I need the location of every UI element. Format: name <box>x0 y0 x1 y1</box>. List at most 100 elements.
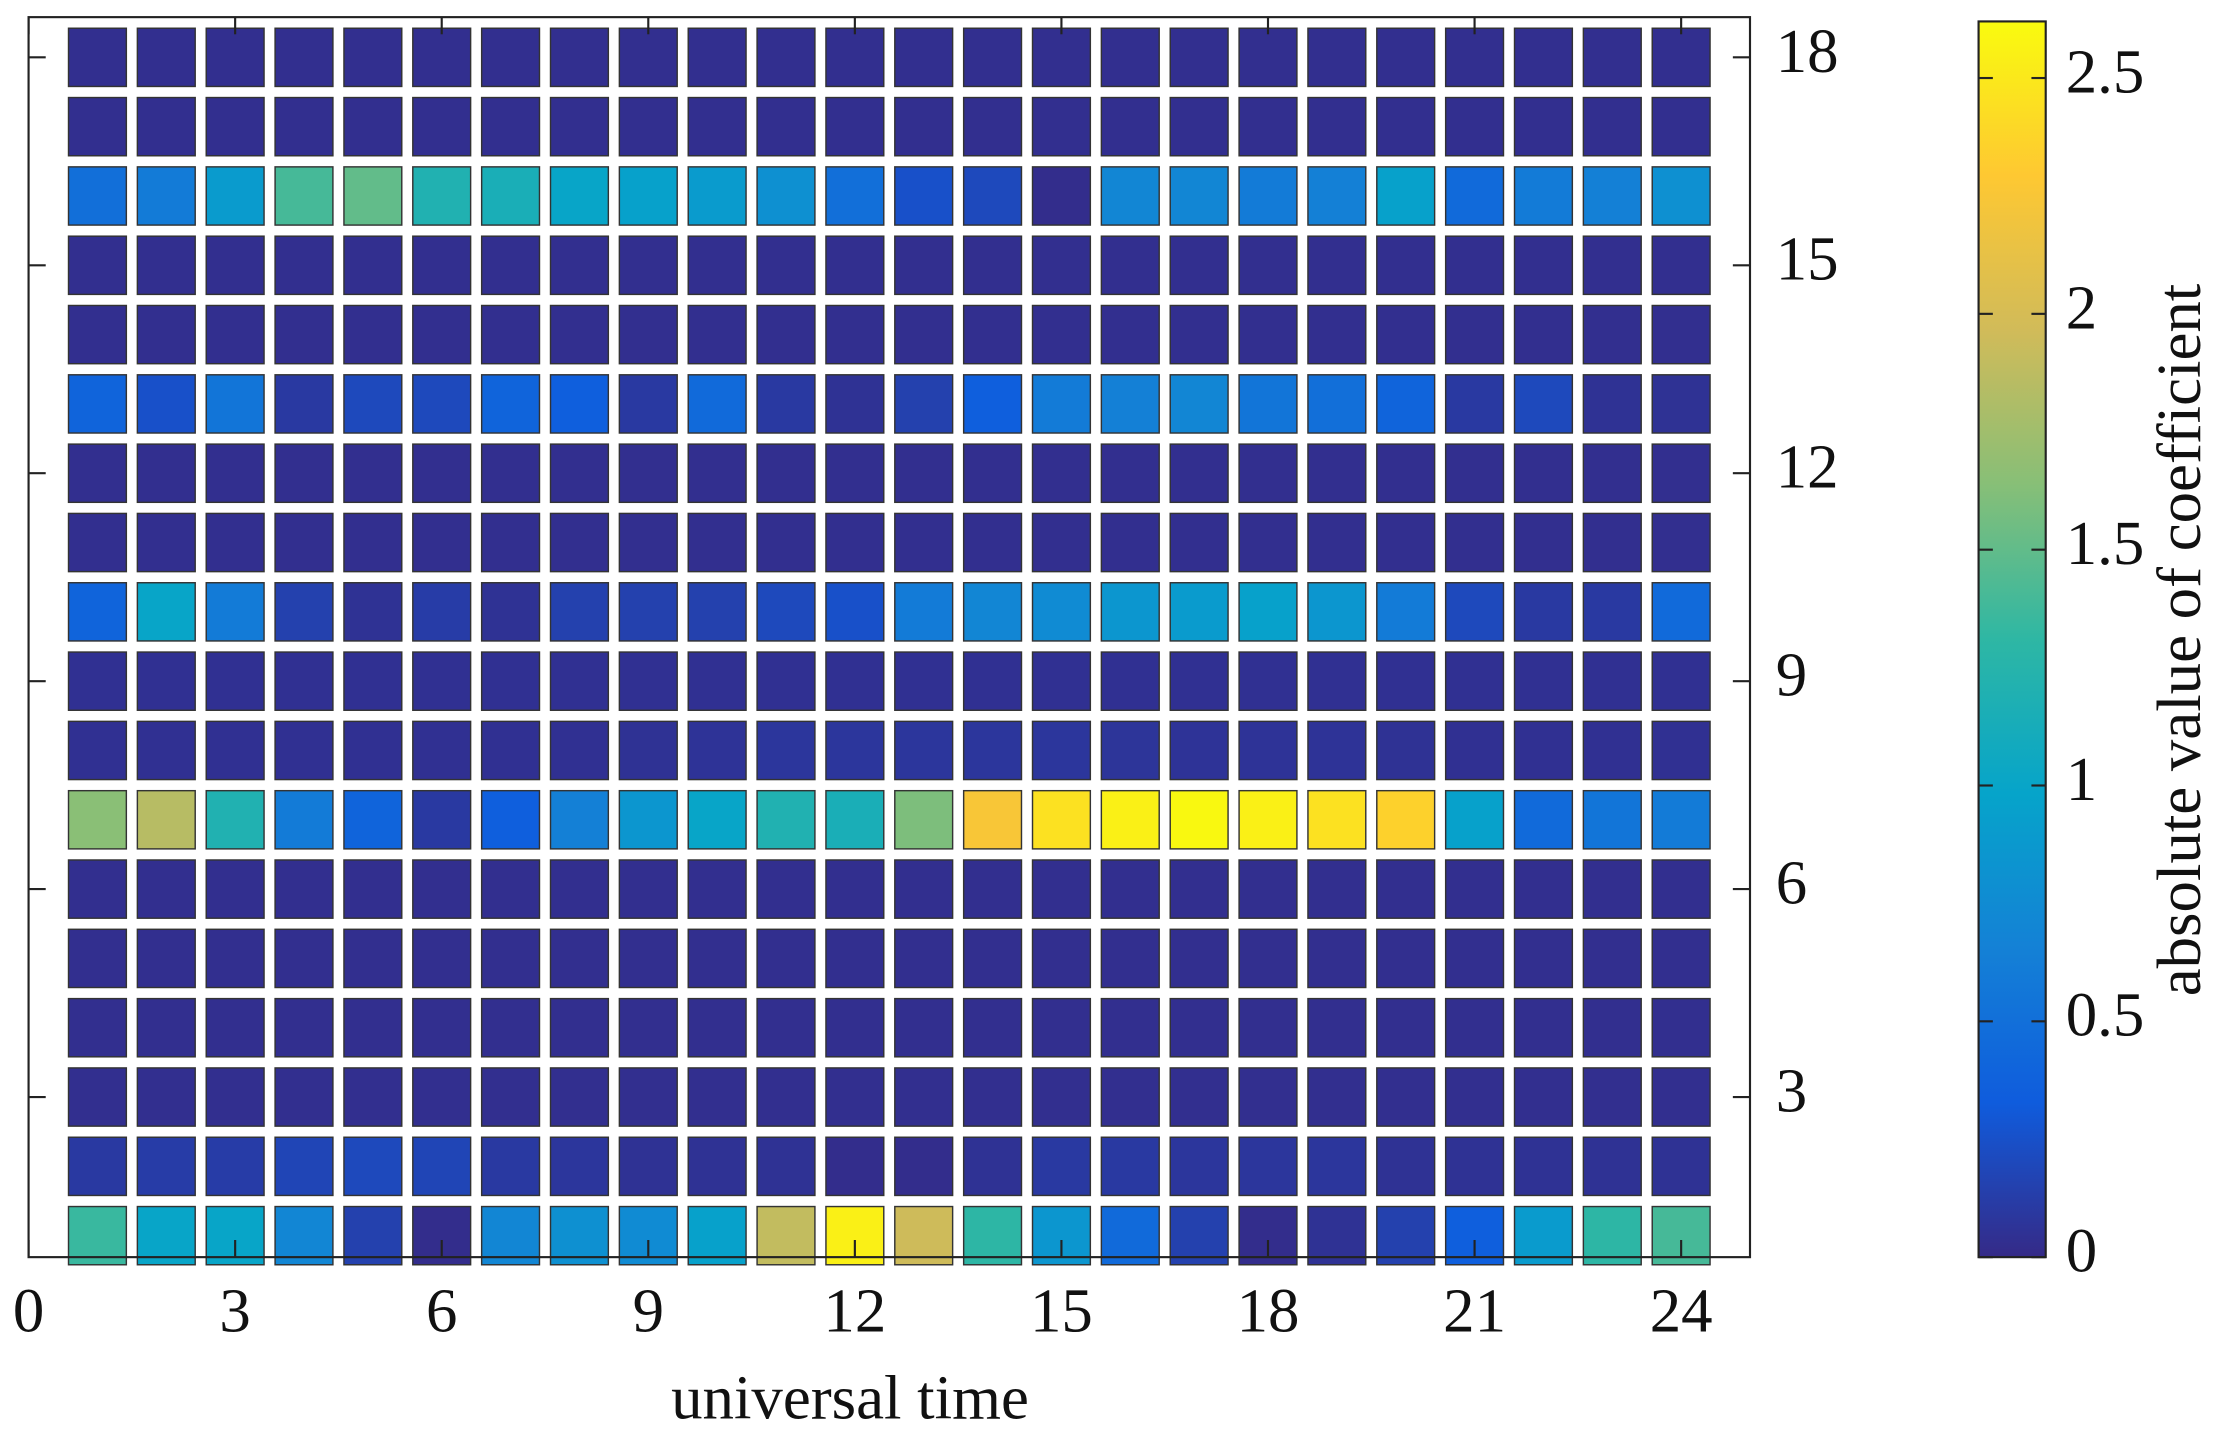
heatmap-cell <box>1031 96 1092 157</box>
heatmap-cell <box>67 582 128 642</box>
heatmap-cell <box>1238 1067 1298 1127</box>
y-tick-label: 18 <box>1776 16 1839 86</box>
heatmap-cell <box>1100 928 1160 989</box>
heatmap-cell <box>205 997 265 1058</box>
heatmap-cell <box>274 96 334 157</box>
heatmap-cell <box>756 1136 816 1197</box>
colorbar-tick-label: 0 <box>2066 1216 2097 1286</box>
heatmap-cell <box>1238 96 1298 157</box>
heatmap-cell <box>1651 96 1711 157</box>
heatmap-cell <box>1100 651 1160 711</box>
heatmap-cell <box>756 582 816 642</box>
heatmap-cell <box>67 304 128 365</box>
heatmap-cell <box>136 789 196 850</box>
heatmap-cell <box>343 789 403 850</box>
heatmap-cell <box>67 374 128 434</box>
heatmap-cell <box>1513 235 1574 296</box>
y-tick-label: 3 <box>1776 1055 1807 1125</box>
heatmap-cell <box>549 235 610 296</box>
heatmap-cell <box>67 512 128 573</box>
heatmap-cell <box>480 96 541 157</box>
heatmap-cell <box>1444 1136 1505 1197</box>
heatmap-cell <box>1651 928 1711 989</box>
heatmap-cell <box>1513 582 1574 642</box>
heatmap-cell <box>1582 997 1642 1058</box>
heatmap-cell <box>1582 443 1642 504</box>
heatmap-cell <box>687 789 747 850</box>
heatmap-cell <box>67 928 128 989</box>
heatmap-cell <box>67 720 128 781</box>
x-tick-label: 6 <box>426 1276 457 1346</box>
heatmap-cell <box>480 582 541 642</box>
heatmap-cell <box>1582 1205 1642 1266</box>
heatmap-cell <box>1376 1205 1436 1266</box>
heatmap-cell <box>1100 1136 1160 1197</box>
heatmap-cell <box>894 928 954 989</box>
heatmap-cell <box>1582 304 1642 365</box>
heatmap-cell <box>1444 304 1505 365</box>
heatmap-cell <box>1582 166 1642 226</box>
heatmap-cell <box>1307 789 1367 850</box>
heatmap-cell <box>205 582 265 642</box>
heatmap-cell <box>1376 997 1436 1058</box>
heatmap-cell <box>1100 512 1160 573</box>
heatmap-cell <box>343 512 403 573</box>
heatmap-cell <box>825 859 885 919</box>
heatmap-cell <box>136 166 196 226</box>
heatmap-cell <box>136 859 196 919</box>
heatmap-cell <box>1376 304 1436 365</box>
heatmap-cell <box>756 1067 816 1127</box>
x-tick-label: 0 <box>13 1276 44 1346</box>
heatmap-cell <box>480 651 541 711</box>
heatmap-cell <box>894 27 954 88</box>
heatmap-cell <box>1238 512 1298 573</box>
heatmap-cell <box>618 859 678 919</box>
heatmap-cell <box>825 582 885 642</box>
colorbar-label: absolute value of coefficient <box>2144 283 2214 996</box>
heatmap-cell <box>1031 651 1092 711</box>
heatmap-cell <box>1307 166 1367 226</box>
x-tick-label: 9 <box>633 1276 664 1346</box>
heatmap-cell <box>1169 859 1229 919</box>
heatmap-cell <box>894 443 954 504</box>
heatmap-cell <box>274 651 334 711</box>
heatmap-cell <box>1651 1067 1711 1127</box>
heatmap-cell <box>1444 1205 1505 1266</box>
heatmap-cell <box>1238 651 1298 711</box>
heatmap-cell <box>825 304 885 365</box>
heatmap-cell <box>412 789 472 850</box>
y-tick-label: 12 <box>1776 432 1839 502</box>
heatmap-cell <box>687 166 747 226</box>
heatmap-cell <box>1444 789 1505 850</box>
heatmap-cell <box>756 166 816 226</box>
heatmap-cell <box>825 928 885 989</box>
heatmap-cell <box>274 304 334 365</box>
plot-frame <box>27 16 1752 1259</box>
heatmap-cell <box>549 166 610 226</box>
heatmap-cell <box>549 27 610 88</box>
heatmap-cell <box>205 789 265 850</box>
heatmap-cell <box>1513 651 1574 711</box>
heatmap-cell <box>825 96 885 157</box>
heatmap-cell <box>618 1205 678 1266</box>
heatmap-cell <box>1238 443 1298 504</box>
heatmap-cell <box>1031 512 1092 573</box>
heatmap-cell <box>1100 859 1160 919</box>
heatmap-cell <box>1238 166 1298 226</box>
heatmap-cell <box>1651 1136 1711 1197</box>
heatmap-cell <box>687 1136 747 1197</box>
heatmap-cell <box>549 96 610 157</box>
heatmap-cell <box>962 997 1023 1058</box>
heatmap-cell <box>67 1067 128 1127</box>
heatmap-cell <box>136 27 196 88</box>
heatmap-cell <box>549 928 610 989</box>
heatmap-cell <box>1376 443 1436 504</box>
colorbar <box>1977 20 2047 1259</box>
heatmap-cell <box>343 166 403 226</box>
heatmap-cell <box>825 512 885 573</box>
heatmap-cell <box>618 96 678 157</box>
heatmap-cell <box>1582 651 1642 711</box>
heatmap-cell <box>412 166 472 226</box>
heatmap-cell <box>756 512 816 573</box>
heatmap-cell <box>1376 582 1436 642</box>
